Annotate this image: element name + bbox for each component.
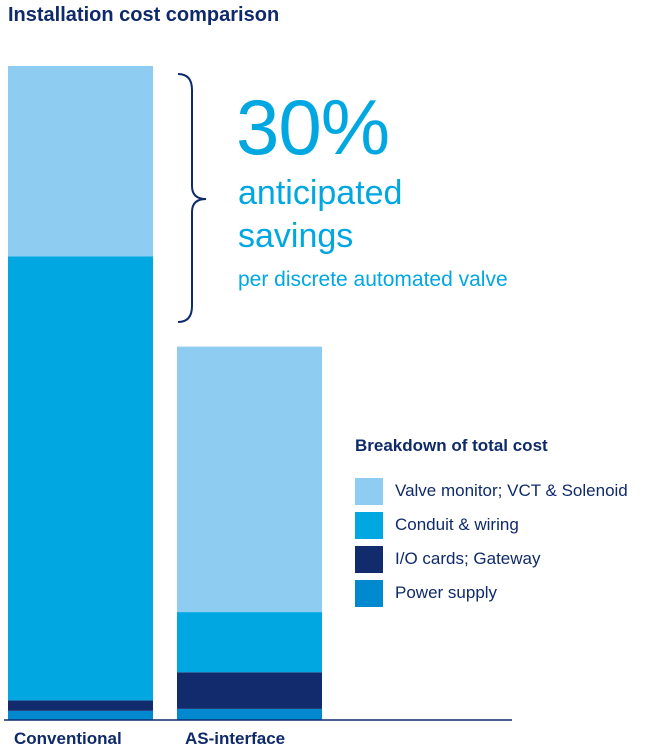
- legend-item: Valve monitor; VCT & Solenoid: [355, 474, 628, 508]
- legend-label: Power supply: [395, 583, 498, 602]
- legend-label: I/O cards; Gateway: [395, 549, 541, 568]
- savings-brace: [177, 73, 207, 323]
- category-label-conventional: Conventional: [14, 729, 122, 748]
- bar-as-interface-conduit-wiring: [177, 612, 322, 673]
- legend-label: Valve monitor; VCT & Solenoid: [395, 481, 628, 500]
- bar-conventional-valve-monitor-vct-solenoid: [8, 66, 153, 257]
- legend-swatch-power-supply: [355, 579, 383, 607]
- bar-group: [8, 66, 322, 720]
- legend-item: Power supply: [355, 576, 628, 610]
- bar-as-interface-i-o-cards-gateway: [177, 672, 322, 709]
- bar-as-interface-valve-monitor-vct-solenoid: [177, 346, 322, 613]
- category-label-as-interface: AS-interface: [185, 729, 286, 748]
- chart-title: Installation cost comparison: [8, 4, 280, 26]
- savings-label-line2: savings: [238, 217, 354, 255]
- legend: Valve monitor; VCT & Solenoid Conduit & …: [355, 474, 628, 610]
- legend-item: I/O cards; Gateway: [355, 542, 628, 576]
- savings-percentage: 30%: [236, 83, 390, 171]
- legend-title: Breakdown of total cost: [355, 436, 548, 455]
- legend-swatch-io-cards: [355, 545, 383, 573]
- bar-conventional-conduit-wiring: [8, 256, 153, 701]
- bar-as-interface-power-supply: [177, 708, 322, 720]
- legend-item: Conduit & wiring: [355, 508, 628, 542]
- legend-swatch-conduit-wiring: [355, 511, 383, 539]
- savings-label-line1: anticipated: [238, 174, 403, 212]
- savings-caption: per discrete automated valve: [238, 268, 508, 291]
- legend-label: Conduit & wiring: [395, 515, 519, 534]
- legend-swatch-valve-monitor: [355, 477, 383, 505]
- bar-conventional-i-o-cards-gateway: [8, 700, 153, 711]
- bar-conventional-power-supply: [8, 710, 153, 720]
